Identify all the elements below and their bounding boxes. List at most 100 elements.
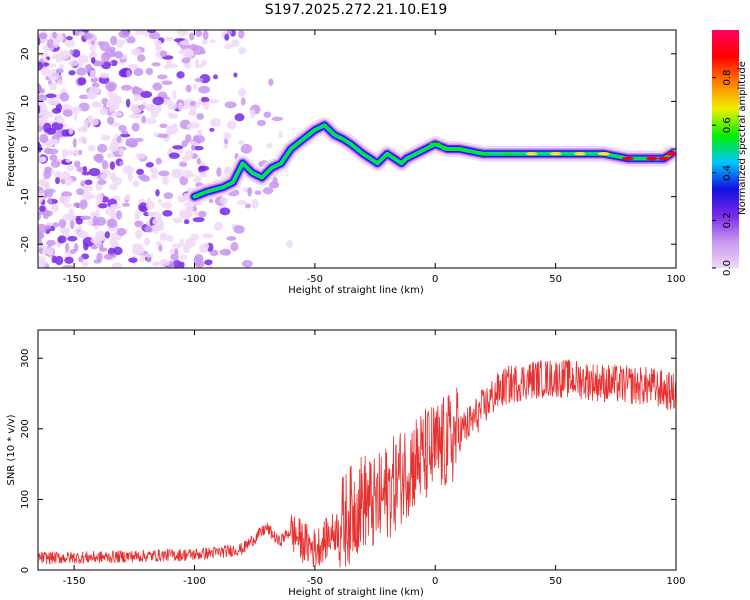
noise-blob — [172, 259, 182, 268]
noise-blob — [55, 116, 65, 124]
noise-blob — [193, 83, 198, 91]
snr-x-tick-label: 0 — [432, 576, 438, 587]
noise-blob — [147, 104, 156, 112]
noise-blob — [193, 175, 202, 185]
noise-blob — [98, 203, 108, 209]
noise-blob — [157, 199, 163, 204]
noise-blob — [62, 109, 73, 117]
noise-blob — [202, 233, 214, 239]
noise-blob — [94, 238, 102, 248]
noise-blob — [111, 262, 123, 268]
noise-blob — [195, 30, 203, 38]
snr-y-tick-label: 100 — [20, 490, 31, 509]
noise-blob — [198, 85, 211, 94]
noise-blob — [49, 69, 57, 74]
noise-blob — [181, 57, 191, 64]
noise-blob — [99, 72, 110, 79]
noise-blob — [78, 31, 86, 37]
noise-blob — [47, 98, 60, 106]
noise-blob — [82, 165, 88, 172]
noise-blob — [197, 210, 207, 218]
noise-blob — [80, 180, 86, 187]
noise-blob — [179, 254, 188, 260]
noise-blob — [82, 185, 94, 192]
snr-x-tick-label: -50 — [307, 576, 323, 587]
snr-plot-area — [38, 359, 676, 568]
noise-blob — [43, 122, 52, 133]
noise-blob — [151, 170, 158, 180]
colorbar-tick-label: 0.4 — [722, 165, 733, 181]
noise-blob — [219, 248, 232, 256]
noise-blob — [38, 223, 48, 234]
noise-blob — [78, 225, 83, 231]
noise-blob — [266, 143, 273, 149]
noise-blob — [179, 161, 188, 167]
noise-blob — [120, 84, 133, 91]
noise-blob — [226, 120, 237, 130]
noise-blob — [118, 30, 130, 38]
noise-blob — [168, 152, 180, 159]
noise-blob — [162, 210, 173, 217]
noise-blob — [127, 140, 138, 148]
ridge-hotspot — [525, 151, 538, 156]
noise-blob — [134, 210, 142, 219]
spectrogram-y-tick-label: 20 — [20, 47, 31, 60]
noise-blob — [55, 103, 62, 112]
ridge-hotspot — [657, 156, 670, 161]
spectrogram-x-tick-label: -50 — [307, 274, 323, 285]
noise-blob — [198, 165, 210, 171]
noise-blob — [213, 74, 218, 80]
noise-blob — [224, 101, 237, 109]
noise-blobs — [38, 30, 293, 268]
noise-blob — [38, 61, 44, 71]
noise-blob — [167, 102, 178, 111]
noise-blob — [278, 130, 283, 139]
noise-blob — [202, 101, 210, 110]
noise-blob — [85, 63, 93, 73]
noise-blob — [236, 200, 247, 206]
noise-blob — [116, 210, 123, 220]
noise-blob — [46, 247, 54, 256]
noise-blob — [49, 225, 56, 232]
noise-blob — [125, 98, 131, 108]
noise-blob — [38, 152, 41, 158]
colorbar-tick-label: 0.2 — [722, 212, 733, 228]
noise-blob — [124, 194, 131, 201]
noise-blob — [109, 204, 115, 211]
noise-blob — [251, 198, 259, 209]
noise-blob — [93, 153, 103, 162]
noise-blob — [88, 87, 101, 95]
spectrogram-x-tick-label: -150 — [63, 274, 86, 285]
noise-blob — [137, 104, 146, 110]
noise-blob — [181, 169, 193, 179]
noise-blob — [147, 211, 155, 216]
noise-blob — [179, 212, 191, 220]
noise-blob — [231, 39, 240, 48]
noise-blob — [46, 38, 55, 49]
noise-blob — [185, 84, 192, 93]
noise-blob — [62, 203, 73, 208]
noise-blob — [187, 110, 197, 116]
noise-blob — [167, 63, 178, 69]
noise-blob — [57, 127, 63, 138]
snr-x-label: Height of straight line (km) — [288, 587, 424, 598]
spectrogram-x-tick-label: 100 — [666, 274, 685, 285]
noise-blob — [233, 72, 238, 78]
noise-blob — [72, 138, 77, 148]
noise-blob — [155, 240, 163, 246]
snr-panel: -150 -100 -50 0 50 100 0 100 200 300 Height of s… — [6, 329, 686, 598]
spectrogram-y-tick-label: -10 — [20, 188, 31, 204]
noise-blob — [146, 257, 152, 263]
noise-blob — [194, 77, 204, 83]
noise-blob — [89, 69, 97, 79]
noise-blob — [81, 171, 91, 176]
noise-blob — [39, 262, 45, 268]
noise-blob — [101, 159, 109, 170]
noise-blob — [116, 135, 122, 143]
noise-blob — [131, 86, 140, 95]
ridge-hotspot — [645, 156, 658, 161]
noise-blob — [88, 167, 101, 177]
noise-blob — [78, 149, 83, 156]
noise-blob — [247, 187, 253, 197]
noise-blob — [166, 125, 179, 135]
